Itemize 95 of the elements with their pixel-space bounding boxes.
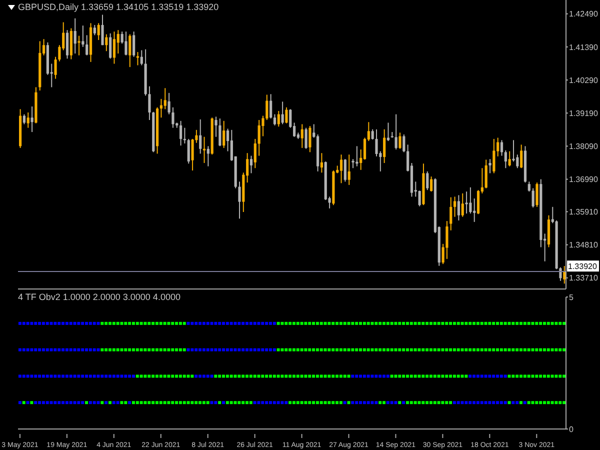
candlestick [476,190,480,215]
candlestick [453,196,456,218]
candlestick [308,126,312,153]
candlestick [504,150,507,169]
candlestick [285,106,288,124]
candlestick [473,198,476,222]
candlestick [277,110,280,128]
candlestick [320,152,323,174]
candlestick [273,114,276,126]
candlestick [191,138,194,172]
candlestick [450,196,452,231]
candlestick [30,106,34,133]
chart-title: GBPUSD,Daily 1.33659 1.34105 1.33519 1.33920 [18,2,219,12]
candlestick [206,146,210,167]
candlestick [430,176,433,192]
y-tick-label: 1.38090 [569,142,598,151]
y-tick-label: 1.35910 [569,208,598,217]
candlestick [488,158,492,174]
candlestick [199,118,202,154]
candlestick [218,118,222,147]
candlestick [124,31,128,56]
candlestick [254,138,256,169]
chart-title: 4 TF Obv2 1.0000 2.0000 3.0000 4.0000 [18,292,180,302]
candlestick [222,120,226,148]
y-tick-label: 1.36990 [569,175,598,184]
candlestick [270,94,272,119]
candlestick [508,150,511,167]
y-tick-label: 0 [569,424,574,434]
candlestick [352,158,354,169]
candlestick [54,56,57,80]
candlestick [386,122,390,142]
ref-line-label: 1.33920 [568,262,598,272]
candlestick [250,155,253,174]
candlestick [484,159,488,189]
candlestick [383,128,386,164]
candlestick [536,182,538,208]
y-tick-label: 5 [569,292,574,302]
candlestick [520,144,523,169]
candlestick [136,52,140,66]
candlestick [469,186,472,214]
y-tick-label: 1.39190 [569,108,598,118]
candlestick [78,35,80,56]
candlestick [258,119,260,156]
candlestick [66,30,69,60]
candlestick [22,114,26,125]
candlestick [457,194,460,221]
candlestick [300,124,304,148]
candlestick [86,34,88,56]
candlestick [168,92,170,115]
y-tick-label: 1.34810 [569,240,598,250]
candlestick [492,138,496,174]
candlestick [371,128,374,140]
candlestick [500,140,504,156]
candlestick [132,31,136,58]
candlestick [164,88,166,110]
candlestick [532,188,534,208]
candlestick [105,34,108,52]
candlestick [128,34,132,68]
candlestick [172,106,174,128]
candlestick [340,154,343,184]
candlestick [148,86,151,120]
candlestick [426,170,429,191]
candlestick [93,24,96,36]
candlestick [461,192,464,218]
candlestick [202,136,206,164]
candlestick [101,14,104,46]
candlestick [418,190,421,207]
candlestick [214,116,218,138]
candlestick [446,220,448,260]
candlestick [238,181,241,220]
candlestick [375,128,378,157]
candlestick [398,132,402,150]
y-tick-label: 1.42490 [569,10,598,19]
candlestick [109,32,112,60]
candlestick [348,154,350,186]
candlestick [528,181,530,192]
candlestick [516,154,519,169]
candlestick [304,127,308,150]
candlestick [281,101,284,125]
candlestick [402,134,406,153]
candlestick [179,120,182,146]
candlestick [187,138,190,164]
y-tick-label: 1.33710 [569,274,598,283]
candlestick [344,158,346,182]
y-tick-label: 1.41390 [569,42,598,52]
candlestick [140,50,143,66]
candlestick [116,30,120,54]
candlestick [112,31,116,64]
y-tick-label: 1.40290 [569,76,598,85]
candlestick [394,114,398,150]
candlestick [465,191,468,214]
candlestick [97,22,100,40]
candlestick [26,112,30,128]
candlestick [82,25,84,48]
candlestick [74,18,76,54]
